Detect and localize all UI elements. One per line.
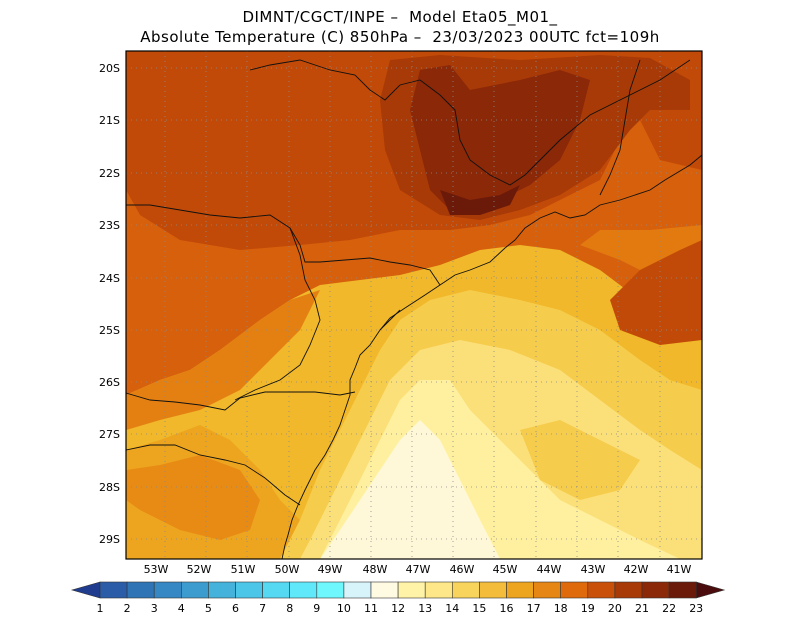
map-title-line-2: Absolute Temperature (C) 850hPa – 23/03/… <box>140 28 660 46</box>
border-sp-pr <box>126 204 441 286</box>
colorbar-swatch <box>397 581 426 599</box>
lon-label: 47W <box>406 563 431 576</box>
colorbar-swatch <box>262 581 291 599</box>
colorbar-label: 22 <box>662 602 676 615</box>
coastline-and-borders <box>126 59 702 559</box>
colorbar-swatch <box>208 581 236 599</box>
colorbar-swatch <box>614 581 643 599</box>
field-17c-southwest <box>126 455 260 540</box>
lat-label: 27S <box>99 428 120 441</box>
colorbar-swatch <box>587 581 616 599</box>
colorbar-swatch <box>506 581 534 599</box>
colorbar-label: 6 <box>232 602 239 615</box>
colorbar-label: 17 <box>527 602 541 615</box>
lon-label: 52W <box>187 563 212 576</box>
colorbar-label: 8 <box>286 602 293 615</box>
coastline <box>281 154 702 559</box>
lon-label: 49W <box>318 563 343 576</box>
colorbar-swatch <box>235 581 263 599</box>
colorbar-label: 21 <box>635 602 649 615</box>
colorbar-label: 16 <box>500 602 514 615</box>
colorbar-low-arrow <box>70 581 101 599</box>
field-22c-region <box>410 65 590 210</box>
colorbar-swatch <box>668 581 697 599</box>
colorbar-label: 15 <box>472 602 486 615</box>
colorbar-swatch <box>126 581 155 599</box>
colorbar-swatch <box>424 581 453 599</box>
colorbar-label: 11 <box>364 602 378 615</box>
colorbar-label: 2 <box>124 602 131 615</box>
colorbar-swatch <box>181 581 209 599</box>
colorbar-label: 13 <box>418 602 432 615</box>
colorbar-label: 20 <box>608 602 622 615</box>
colorbar-label: 1 <box>97 602 104 615</box>
lat-label: 28S <box>99 481 120 494</box>
colorbar-label: 14 <box>445 602 459 615</box>
colorbar-swatch <box>343 581 372 599</box>
colorbar-swatch <box>533 581 561 599</box>
field-12c-core <box>320 420 500 559</box>
border-sc-rs <box>126 444 301 506</box>
colorbar-swatch <box>99 581 128 599</box>
colorbar-label: 9 <box>313 602 320 615</box>
lon-label: 43W <box>581 563 606 576</box>
colorbar-swatch <box>641 581 670 599</box>
field-23c-spot <box>440 185 520 215</box>
colorbar-swatch <box>451 581 480 599</box>
lon-label: 53W <box>144 563 169 576</box>
lat-label: 25S <box>99 324 120 337</box>
colorbar-high-arrow <box>695 581 726 599</box>
lon-label: 41W <box>667 563 692 576</box>
lat-label: 26S <box>99 376 120 389</box>
colorbar-label: 18 <box>554 602 568 615</box>
plot-frame <box>125 50 703 560</box>
colorbar-label: 7 <box>259 602 266 615</box>
colorbar-label: 3 <box>151 602 158 615</box>
lat-label: 21S <box>99 114 120 127</box>
field-15c-east <box>520 420 640 500</box>
colorbar-label: 4 <box>178 602 185 615</box>
lon-label: 46W <box>450 563 475 576</box>
temperature-field <box>126 51 702 559</box>
lon-label: 44W <box>537 563 562 576</box>
lat-label: 23S <box>99 219 120 232</box>
colorbar-label: 23 <box>689 602 703 615</box>
lat-label: 24S <box>99 272 120 285</box>
colorbar-swatch <box>289 581 318 599</box>
lagoon <box>379 309 401 331</box>
lon-label: 42W <box>624 563 649 576</box>
colorbar-swatch <box>479 581 507 599</box>
lat-label: 22S <box>99 167 120 180</box>
latitude-axis: 20S 21S 22S 23S 24S 25S 26S 27S 28S 29S <box>99 62 120 546</box>
colorbar-swatch <box>153 581 182 599</box>
colorbar-label: 19 <box>581 602 595 615</box>
lat-label: 20S <box>99 62 120 75</box>
lat-lon-grid <box>126 51 702 559</box>
colorbar-label: 10 <box>337 602 351 615</box>
field-20c-east <box>610 240 702 345</box>
lon-label: 45W <box>493 563 518 576</box>
lon-label: 51W <box>231 563 256 576</box>
colorbar-label: 12 <box>391 602 405 615</box>
map-title-line-1: DIMNT/CGCT/INPE – Model Eta05_M01_ <box>242 8 558 26</box>
colorbar-label: 5 <box>205 602 212 615</box>
lon-label: 48W <box>363 563 388 576</box>
colorbar-swatch <box>316 581 345 599</box>
colorbar: 1 2 3 4 5 6 7 8 9 10 11 12 13 14 15 16 17 18 19 20 21 22 23 <box>70 581 726 615</box>
lat-label: 29S <box>99 533 120 546</box>
colorbar-swatch <box>370 581 399 599</box>
colorbar-swatch <box>560 581 589 599</box>
longitude-axis: 53W 52W 51W 50W 49W 48W 47W 46W 45W 44W … <box>144 563 692 576</box>
border-pr-west <box>234 227 321 401</box>
border-mg-es <box>599 59 641 196</box>
lon-label: 50W <box>275 563 300 576</box>
field-18c-region <box>126 290 320 430</box>
border-mg-sp <box>249 59 691 186</box>
